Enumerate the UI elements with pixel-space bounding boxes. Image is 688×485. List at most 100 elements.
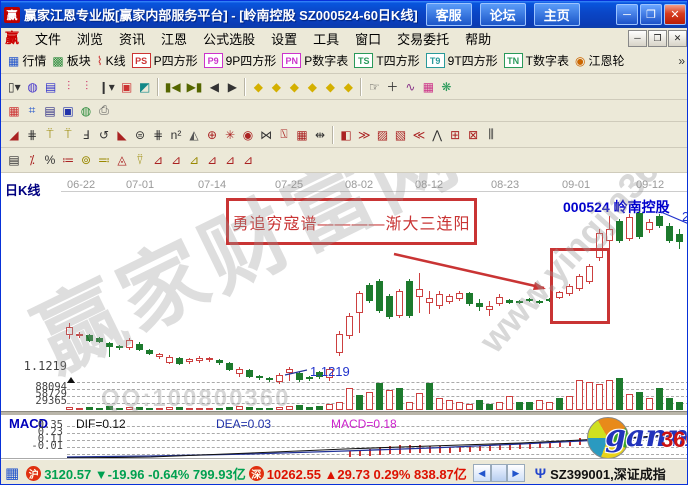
gold-lines-tool[interactable]: ≕ xyxy=(98,153,110,167)
grid-pink-icon[interactable]: ▦ xyxy=(422,79,435,94)
slants-tool[interactable]: ⫼ xyxy=(488,127,494,141)
measure-tool[interactable]: ◬ xyxy=(117,153,127,167)
sector-button[interactable]: ▩ 板块 xyxy=(52,53,91,68)
pct-lines-tool[interactable]: ≔ xyxy=(62,153,74,167)
menu-窗口[interactable]: 窗口 xyxy=(355,31,382,47)
num-grid-tool[interactable]: ▦ xyxy=(296,127,308,142)
gann-diamond-plus-icon[interactable]: ◆ xyxy=(325,79,336,94)
grid-red2-tool[interactable]: ⊠ xyxy=(468,127,479,142)
grid-tool-2[interactable]: ⋕ xyxy=(152,127,164,142)
t-square-button[interactable]: TS T四方形 xyxy=(351,51,422,71)
minimize-button[interactable]: ─ xyxy=(616,4,638,25)
scroll-left-button[interactable]: ◀ xyxy=(472,464,491,482)
menu-帮助[interactable]: 帮助 xyxy=(465,31,492,47)
gann-diamond-x-icon[interactable]: ◆ xyxy=(307,79,318,94)
n2-tool[interactable]: n² xyxy=(170,127,182,142)
pct7-tool[interactable]: ⁒ xyxy=(29,153,35,167)
nav-last-button[interactable]: ▶▮ xyxy=(186,79,203,94)
bars9-icon[interactable]: ⫶ xyxy=(85,79,89,93)
menu-文件[interactable]: 文件 xyxy=(35,31,62,47)
p9-square-button[interactable]: P9 9P四方形 xyxy=(201,51,280,71)
angle-measure-tool[interactable]: ∿ xyxy=(405,79,416,94)
f-tool[interactable]: Ⅎ xyxy=(82,127,90,142)
shanghai-index[interactable]: 3120.57 ▼-19.96 -0.64% 799.93亿 xyxy=(44,466,246,482)
rect-sel-tool[interactable]: ◧ xyxy=(340,127,352,142)
flag-chart-icon[interactable]: ◩ xyxy=(139,79,151,94)
calendar-icon[interactable]: ▦ xyxy=(8,103,20,118)
k-mark-tool[interactable]: ⋈ xyxy=(260,127,272,142)
mdi-close-button[interactable]: ✕ xyxy=(668,29,687,47)
close-button[interactable]: ✕ xyxy=(664,4,686,25)
pressure-tool[interactable]: ⊿ xyxy=(242,153,254,167)
kline-button[interactable]: ⌇ K线 xyxy=(96,53,126,68)
calculator-icon[interactable]: ⌗ xyxy=(28,103,36,117)
nav-prev-button[interactable]: ◀ xyxy=(209,79,220,94)
menu-江恩[interactable]: 江恩 xyxy=(161,31,188,47)
home-button[interactable]: 主页 xyxy=(533,3,580,26)
gold-grid-1[interactable]: ⍡ xyxy=(46,127,54,141)
rays2-tool[interactable]: ≪ xyxy=(412,127,426,142)
spiral-tool[interactable]: ↺ xyxy=(98,127,110,142)
panel-separator[interactable] xyxy=(1,411,687,415)
save-icon[interactable]: ▣ xyxy=(62,103,74,118)
menu-公式选股[interactable]: 公式选股 xyxy=(203,31,256,47)
list-tool[interactable]: ▤ xyxy=(8,153,20,167)
candle-style-dropdown[interactable]: ▯▾ xyxy=(8,79,21,94)
service-button[interactable]: 客服 xyxy=(425,3,472,26)
rays-tool[interactable]: ≫ xyxy=(358,127,371,142)
quote-button[interactable]: ▦ 行情 xyxy=(8,53,47,68)
grid-red-tool[interactable]: ⊞ xyxy=(450,127,461,142)
percent-tool[interactable]: % xyxy=(44,153,56,167)
menu-工具[interactable]: 工具 xyxy=(313,31,340,47)
press-line-tool[interactable]: ⊿ xyxy=(224,153,236,167)
circle-cross-tool[interactable]: ⊜ xyxy=(134,127,146,142)
gold-grid-2[interactable]: ⍡ xyxy=(64,127,72,141)
t9-square-button[interactable]: T9 9T四方形 xyxy=(423,51,501,71)
pattern-box-icon[interactable]: ◍ xyxy=(27,79,38,94)
p-table-button[interactable]: PN P数字表 xyxy=(279,51,351,71)
shenzhen-index[interactable]: 10262.55 ▲29.73 0.29% 838.87亿 xyxy=(266,466,467,482)
gold-circle-tool[interactable]: ⊚ xyxy=(80,153,92,167)
gann-wheel-button[interactable]: ◉ 江恩轮 xyxy=(575,53,625,68)
gann-fan-tool[interactable]: ⍢ xyxy=(136,152,144,167)
k-area-icon[interactable]: ▣ xyxy=(121,79,133,94)
forum-button[interactable]: 论坛 xyxy=(479,3,526,26)
notepad-icon[interactable]: ▤ xyxy=(44,103,56,118)
mdi-minimize-button[interactable]: ─ xyxy=(628,29,647,47)
hand-tool[interactable]: ☞ xyxy=(369,79,380,94)
scroll-thumb[interactable] xyxy=(490,464,507,482)
grid-tool-1[interactable]: ⋕ xyxy=(26,127,38,142)
nav-first-button[interactable]: ▮◀ xyxy=(164,79,181,94)
scroll-right-button[interactable]: ▶ xyxy=(506,464,525,482)
gann-diamond-right-icon[interactable]: ◆ xyxy=(271,79,282,94)
menu-设置[interactable]: 设置 xyxy=(271,31,298,47)
angle-fan-tool[interactable]: ◭ xyxy=(189,127,199,142)
kline-chart[interactable]: 日K线 06-22 07-01 07-14 07-25 08-02 08-12 08-23 0… xyxy=(1,173,687,459)
index-scrollbar[interactable]: ◀ ▶ xyxy=(472,464,525,482)
t-table-button[interactable]: TN T数字表 xyxy=(501,51,572,71)
hatch1-tool[interactable]: ▨ xyxy=(376,127,389,142)
web-icon[interactable]: ◍ xyxy=(80,103,92,118)
menu-资讯[interactable]: 资讯 xyxy=(119,31,146,47)
menu-浏览[interactable]: 浏览 xyxy=(77,31,104,47)
toolbar-overflow-chevron[interactable]: » xyxy=(678,53,685,68)
hatch2-tool[interactable]: ▧ xyxy=(394,127,407,142)
crosshair-tool[interactable]: ＋ xyxy=(386,80,399,94)
nav-next-button[interactable]: ▶ xyxy=(227,79,238,94)
web-tool[interactable]: ◉ xyxy=(242,127,254,142)
gann-diamond-left-icon[interactable]: ◆ xyxy=(253,79,264,94)
compass-tool[interactable]: ⊕ xyxy=(206,127,218,142)
speed-line-tool[interactable]: ⊿ xyxy=(206,153,218,167)
gann-diamond-h-icon[interactable]: ◆ xyxy=(289,79,300,94)
span-arrow-tool[interactable]: ⇹ xyxy=(314,127,326,142)
print-icon[interactable]: ⎙ xyxy=(99,103,109,117)
knot-icon[interactable]: ❋ xyxy=(441,79,452,94)
maximize-button[interactable]: ❐ xyxy=(640,4,662,25)
single-candle-dropdown[interactable]: ❙▾ xyxy=(98,79,115,94)
gann-diamond-star-icon[interactable]: ◆ xyxy=(343,79,354,94)
gold-line-tool[interactable]: ⊿ xyxy=(188,153,200,167)
bars3-icon[interactable]: ⫶ xyxy=(67,79,71,93)
menu-交易委托[interactable]: 交易委托 xyxy=(397,31,450,47)
shen-tool[interactable]: ⍂ xyxy=(280,127,288,141)
f-line-tool[interactable]: ⊿ xyxy=(170,153,182,167)
